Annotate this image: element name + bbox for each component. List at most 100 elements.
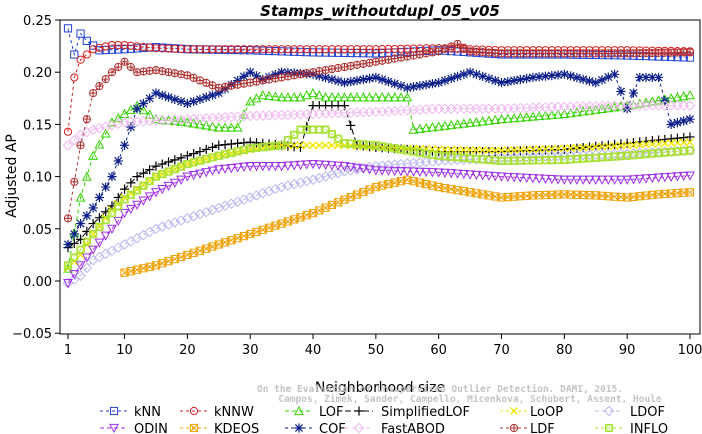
point-marker (578, 74, 588, 84)
point-marker (408, 124, 419, 134)
point-marker (333, 161, 344, 171)
point-marker (535, 191, 544, 200)
point-marker-circle (89, 230, 97, 238)
point-marker (139, 264, 148, 273)
point-marker (113, 216, 124, 227)
point-marker (496, 114, 507, 124)
point-marker (327, 141, 336, 150)
point-marker (257, 162, 268, 172)
point-marker (459, 187, 468, 196)
point-marker (364, 165, 375, 175)
point-marker (354, 406, 364, 416)
point-marker (70, 50, 79, 59)
point-marker (69, 229, 79, 239)
point-marker (491, 146, 500, 155)
point-marker (296, 45, 305, 54)
point-marker (345, 162, 356, 173)
point-marker (616, 139, 626, 149)
point-marker (635, 72, 645, 83)
point-marker (68, 134, 80, 146)
point-marker (522, 191, 531, 200)
x-tick-label: 90 (619, 343, 636, 358)
point-marker (314, 172, 325, 184)
point-marker-circle (686, 147, 694, 154)
point-marker (133, 265, 142, 274)
point-marker (207, 166, 218, 176)
point-marker (384, 44, 393, 54)
point-marker (282, 180, 294, 191)
point-marker (384, 180, 393, 189)
point-marker (515, 74, 525, 85)
point-marker (547, 190, 556, 199)
point-marker (453, 145, 462, 154)
point-marker (189, 406, 199, 416)
point-marker (603, 72, 613, 82)
point-marker (465, 117, 476, 127)
point-marker (270, 91, 281, 101)
point-marker (182, 98, 192, 109)
point-marker (521, 173, 532, 184)
point-marker (321, 45, 330, 54)
point-marker (82, 36, 91, 45)
point-marker (94, 139, 105, 149)
point-marker (534, 72, 544, 82)
point-marker (471, 116, 482, 127)
point-marker (358, 74, 368, 85)
point-marker (459, 145, 468, 154)
point-marker (503, 76, 513, 87)
point-marker (308, 45, 318, 54)
point-marker (610, 192, 619, 201)
point-marker (156, 221, 168, 233)
point-marker (163, 181, 174, 192)
point-marker (139, 181, 148, 190)
point-marker (554, 144, 563, 153)
point-marker (200, 206, 212, 218)
point-marker (458, 118, 469, 128)
point-marker (396, 167, 406, 177)
point-marker (289, 92, 300, 102)
point-marker (622, 104, 632, 114)
point-marker (565, 107, 576, 118)
point-marker (302, 45, 311, 54)
point-marker (647, 173, 658, 184)
point-marker (138, 98, 148, 109)
point-marker (446, 119, 457, 130)
point-marker-cross (183, 71, 191, 79)
point-marker (315, 141, 324, 150)
point-marker (604, 192, 613, 201)
point-marker (673, 188, 682, 198)
point-marker (294, 423, 304, 433)
point-marker (604, 423, 614, 433)
point-marker (641, 174, 651, 184)
point-marker (572, 190, 582, 199)
point-marker (314, 90, 325, 100)
point-marker (440, 183, 450, 193)
legend-item-knnw: kNNW (180, 405, 254, 420)
point-marker (263, 185, 275, 197)
legend-label: KDEOS (214, 422, 259, 434)
point-marker (339, 166, 350, 177)
point-marker (553, 109, 563, 119)
point-marker (220, 122, 231, 132)
series-line (67, 92, 691, 269)
point-marker (453, 186, 462, 195)
point-marker (189, 45, 198, 54)
point-marker (107, 224, 117, 234)
point-marker-circle (114, 202, 122, 210)
point-marker (277, 67, 287, 77)
point-marker (579, 143, 588, 152)
point-marker (339, 78, 350, 88)
point-marker (158, 44, 167, 53)
point-marker (151, 161, 161, 171)
x-tick-label: 30 (242, 343, 259, 358)
point-marker (245, 67, 255, 77)
point-marker (377, 166, 388, 176)
point-marker (452, 119, 463, 129)
point-marker-circle (139, 182, 147, 190)
point-marker (114, 45, 123, 54)
point-marker (189, 149, 199, 159)
point-marker (522, 145, 531, 154)
point-marker (176, 96, 186, 107)
point-marker (81, 171, 92, 181)
point-marker (540, 110, 551, 120)
